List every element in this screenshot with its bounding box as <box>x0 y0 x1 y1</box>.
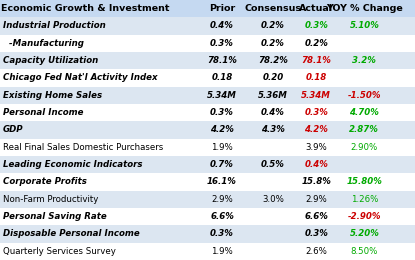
Text: 1.9%: 1.9% <box>211 247 233 256</box>
Text: Prior: Prior <box>209 4 235 13</box>
Text: Capacity Utilization: Capacity Utilization <box>3 56 98 65</box>
Text: 0.2%: 0.2% <box>261 39 285 48</box>
FancyBboxPatch shape <box>0 87 415 104</box>
Text: 15.8%: 15.8% <box>301 178 331 186</box>
Text: Quarterly Services Survey: Quarterly Services Survey <box>3 247 116 256</box>
Text: 5.10%: 5.10% <box>349 22 379 30</box>
Text: 0.3%: 0.3% <box>210 108 234 117</box>
Text: 0.5%: 0.5% <box>261 160 285 169</box>
FancyBboxPatch shape <box>0 69 415 87</box>
Text: 0.3%: 0.3% <box>210 230 234 238</box>
FancyBboxPatch shape <box>0 139 415 156</box>
Text: 0.4%: 0.4% <box>210 22 234 30</box>
FancyBboxPatch shape <box>0 35 415 52</box>
FancyBboxPatch shape <box>0 104 415 121</box>
Text: 4.3%: 4.3% <box>261 126 285 134</box>
Text: Economic Growth & Investment: Economic Growth & Investment <box>1 4 170 13</box>
Text: 0.3%: 0.3% <box>304 22 328 30</box>
Text: Leading Economic Indicators: Leading Economic Indicators <box>3 160 142 169</box>
Text: 2.90%: 2.90% <box>351 143 378 152</box>
Text: 0.3%: 0.3% <box>210 39 234 48</box>
Text: 2.87%: 2.87% <box>349 126 379 134</box>
FancyBboxPatch shape <box>0 191 415 208</box>
Text: 8.50%: 8.50% <box>351 247 378 256</box>
Text: 78.1%: 78.1% <box>301 56 331 65</box>
FancyBboxPatch shape <box>0 173 415 191</box>
Text: 15.80%: 15.80% <box>347 178 382 186</box>
Text: 6.6%: 6.6% <box>304 212 328 221</box>
Text: -1.50%: -1.50% <box>348 91 381 100</box>
FancyBboxPatch shape <box>0 17 415 35</box>
Text: 0.2%: 0.2% <box>261 22 285 30</box>
Text: Corporate Profits: Corporate Profits <box>3 178 87 186</box>
Text: 1.26%: 1.26% <box>351 195 378 204</box>
Text: 5.34M: 5.34M <box>207 91 237 100</box>
Text: 4.70%: 4.70% <box>349 108 379 117</box>
Text: Actual: Actual <box>299 4 333 13</box>
Text: Industrial Production: Industrial Production <box>3 22 106 30</box>
Text: 0.4%: 0.4% <box>304 160 328 169</box>
Text: 16.1%: 16.1% <box>207 178 237 186</box>
Text: Disposable Personal Income: Disposable Personal Income <box>3 230 140 238</box>
Text: 78.1%: 78.1% <box>207 56 237 65</box>
Text: 5.20%: 5.20% <box>349 230 379 238</box>
Text: 5.34M: 5.34M <box>301 91 331 100</box>
Text: -2.90%: -2.90% <box>348 212 381 221</box>
Text: 0.3%: 0.3% <box>304 108 328 117</box>
Text: 0.4%: 0.4% <box>261 108 285 117</box>
Text: 0.3%: 0.3% <box>304 230 328 238</box>
FancyBboxPatch shape <box>0 121 415 139</box>
Text: YOY % Change: YOY % Change <box>326 4 403 13</box>
Text: 3.9%: 3.9% <box>305 143 327 152</box>
Text: 5.36M: 5.36M <box>258 91 288 100</box>
Text: Chicago Fed Nat'l Activity Index: Chicago Fed Nat'l Activity Index <box>3 74 158 82</box>
Text: Consensus: Consensus <box>244 4 302 13</box>
Text: 4.2%: 4.2% <box>304 126 328 134</box>
FancyBboxPatch shape <box>0 225 415 243</box>
Text: Real Final Sales Domestic Purchasers: Real Final Sales Domestic Purchasers <box>3 143 163 152</box>
Text: 0.20: 0.20 <box>262 74 284 82</box>
Text: 3.0%: 3.0% <box>262 195 284 204</box>
FancyBboxPatch shape <box>0 156 415 173</box>
Text: 1.9%: 1.9% <box>211 143 233 152</box>
Text: 0.18: 0.18 <box>305 74 327 82</box>
Text: Non-Farm Productivity: Non-Farm Productivity <box>3 195 98 204</box>
Text: 0.2%: 0.2% <box>304 39 328 48</box>
FancyBboxPatch shape <box>0 0 415 17</box>
Text: 4.2%: 4.2% <box>210 126 234 134</box>
Text: 0.7%: 0.7% <box>210 160 234 169</box>
FancyBboxPatch shape <box>0 208 415 225</box>
Text: 2.6%: 2.6% <box>305 247 327 256</box>
Text: 3.2%: 3.2% <box>352 56 376 65</box>
Text: 2.9%: 2.9% <box>211 195 233 204</box>
Text: 78.2%: 78.2% <box>258 56 288 65</box>
Text: Personal Income: Personal Income <box>3 108 83 117</box>
FancyBboxPatch shape <box>0 52 415 69</box>
Text: Personal Saving Rate: Personal Saving Rate <box>3 212 107 221</box>
Text: Existing Home Sales: Existing Home Sales <box>3 91 102 100</box>
Text: -Manufacturing: -Manufacturing <box>3 39 84 48</box>
Text: 6.6%: 6.6% <box>210 212 234 221</box>
FancyBboxPatch shape <box>0 243 415 260</box>
Text: 0.18: 0.18 <box>211 74 233 82</box>
Text: GDP: GDP <box>3 126 24 134</box>
Text: 2.9%: 2.9% <box>305 195 327 204</box>
